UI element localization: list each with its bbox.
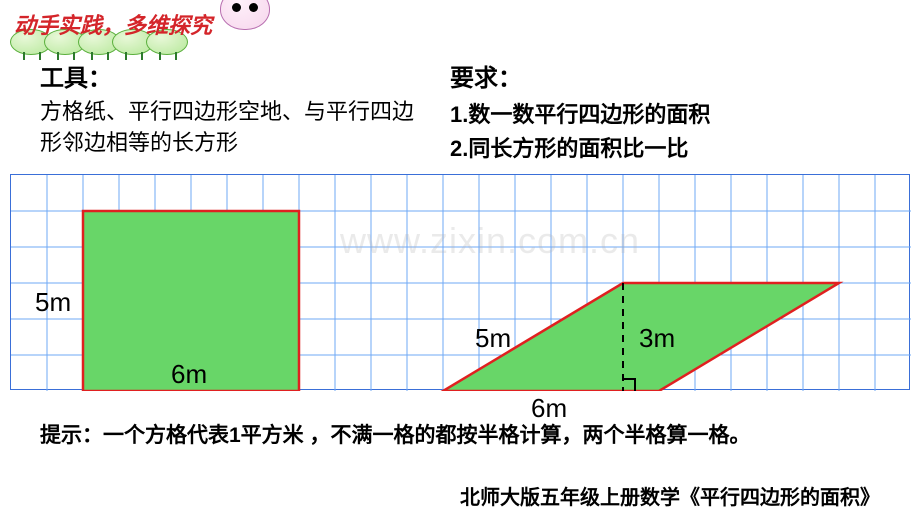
hint-text: 提示：一个方格代表1平方米 ，不满一格的都按半格计算，两个半格算一格。 [40,420,870,452]
header-banner: 动手实践，多维探究 [0,0,280,55]
rectangle-height-label: 5m [35,287,71,318]
grid-svg [11,175,911,391]
requirements-section: 要求： 1.数一数平行四边形的面积 2.同长方形的面积比一比 [450,58,870,163]
rectangle-width-label: 6m [171,359,207,390]
caterpillar-head-icon [220,0,270,30]
tools-title: 工具： [40,58,420,93]
requirements-title: 要求： [450,58,870,93]
grid-diagram: 5m 6m 5m 3m 6m [10,174,910,390]
footer-text: 北师大版五年级上册数学《平行四边形的面积》 [460,481,880,510]
parallelogram-height-label: 3m [639,323,675,354]
tools-body: 方格纸、平行四边形空地、与平行四边形邻边相等的长方形 [40,97,420,159]
requirement-item: 2.同长方形的面积比一比 [450,131,870,163]
tools-section: 工具： 方格纸、平行四边形空地、与平行四边形邻边相等的长方形 [40,58,420,159]
banner-title: 动手实践，多维探究 [14,8,212,40]
requirement-item: 1.数一数平行四边形的面积 [450,97,870,129]
parallelogram-side-label: 5m [475,323,511,354]
